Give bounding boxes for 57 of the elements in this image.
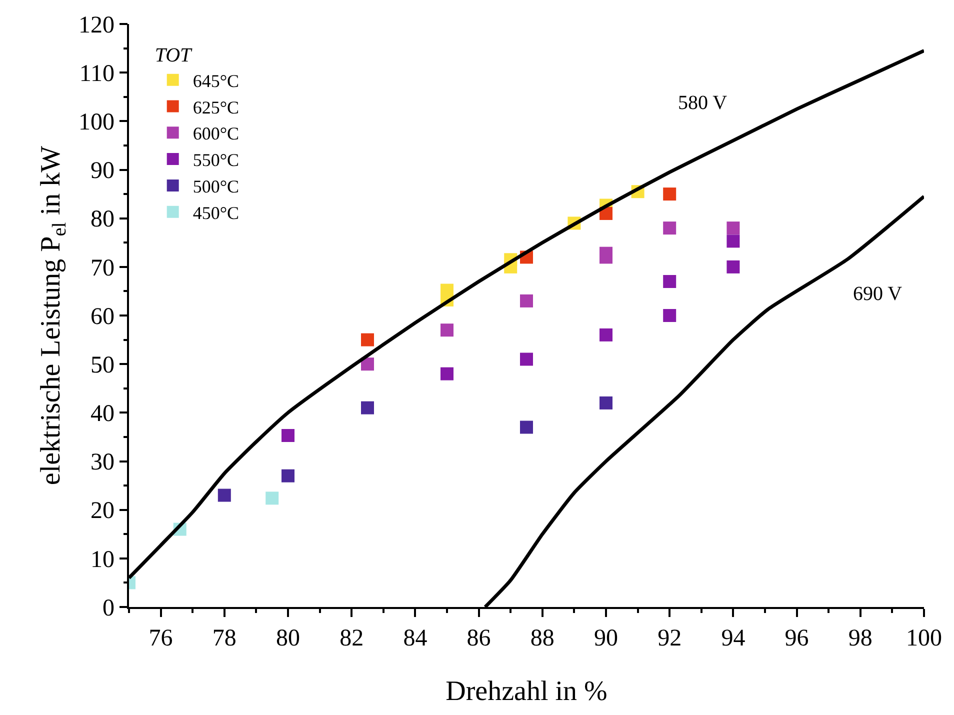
legend-title: TOT: [154, 44, 194, 67]
x-tick-label: 78: [212, 626, 236, 652]
legend-label: 450°C: [192, 202, 240, 223]
point: [282, 469, 294, 482]
point: [520, 352, 533, 366]
x-axis-title: Drehzahl in %: [446, 676, 608, 708]
point: [663, 309, 676, 322]
x-tick-label: 82: [340, 626, 364, 652]
x-tick-label: 100: [906, 626, 942, 652]
y-tick-label: 40: [90, 401, 114, 428]
point: [726, 234, 740, 248]
point: [361, 333, 374, 346]
point: [726, 222, 740, 235]
point: [520, 294, 533, 308]
y-tick-label: 10: [90, 546, 114, 573]
legend-label: 600°C: [192, 124, 240, 144]
point: [663, 188, 676, 201]
point: [440, 367, 454, 380]
x-tick-label: 90: [594, 626, 618, 652]
y-tick-label: 0: [102, 595, 114, 622]
point: [663, 222, 676, 235]
point: [361, 358, 374, 371]
legend-label: 500°C: [192, 176, 240, 196]
point: [600, 328, 612, 342]
x-tick-label: 94: [721, 626, 746, 652]
x-tick-label: 84: [403, 626, 428, 652]
x-tick-label: 80: [276, 626, 300, 652]
x-tick-label: 92: [658, 626, 682, 652]
point: [520, 420, 533, 434]
y-tick-label: 80: [90, 206, 114, 233]
y-tick-label: 90: [90, 158, 114, 184]
y-tick-label: 50: [90, 352, 114, 378]
point: [600, 396, 612, 410]
y-tick-label: 120: [78, 12, 114, 38]
series-label: 580 V: [678, 92, 728, 114]
x-tick-label: 98: [848, 626, 872, 652]
y-tick-label: 100: [78, 110, 114, 136]
x-tick-label: 88: [530, 626, 554, 652]
y-tick-label: 20: [90, 498, 114, 524]
x-tick-label: 86: [466, 626, 491, 652]
y-tick-label: 110: [79, 60, 114, 87]
point: [361, 401, 374, 414]
point: [440, 324, 454, 337]
point: [282, 429, 294, 442]
y-tick-label: 60: [90, 304, 114, 330]
series-label: 690 V: [853, 283, 903, 305]
point: [726, 260, 740, 274]
y-tick-label: 30: [90, 450, 114, 476]
x-tick-label: 96: [784, 626, 809, 652]
legend-label: 625°C: [192, 97, 240, 118]
point: [663, 274, 676, 288]
y-tick-label: 70: [90, 255, 114, 282]
legend-label: 550°C: [192, 150, 240, 170]
legend-label: 645°C: [192, 70, 240, 91]
point: [266, 492, 279, 505]
x-tick-label: 76: [148, 626, 173, 652]
point: [218, 488, 231, 502]
